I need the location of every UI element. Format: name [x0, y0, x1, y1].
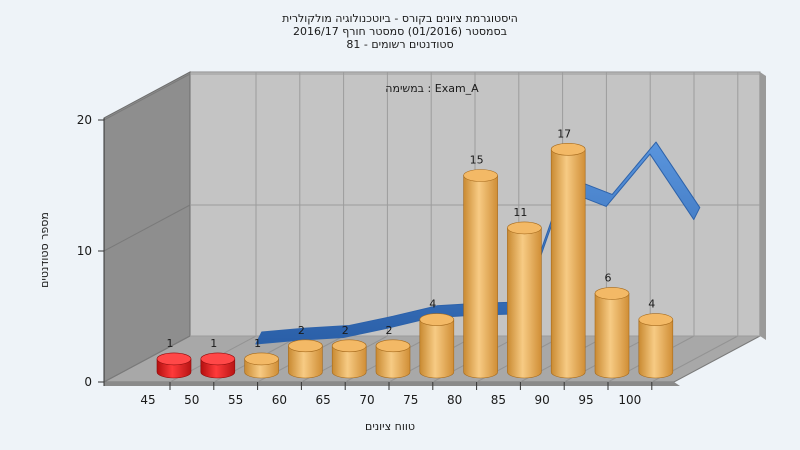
bar-cap [200, 352, 236, 366]
chart-title-line-3: סטודנטים רשומים - 81 [346, 38, 453, 51]
bar-cap [156, 352, 192, 366]
y-axis-title: מספר סטודנטים [38, 212, 51, 288]
bar [550, 143, 586, 379]
y-tick-label: 10 [77, 244, 92, 258]
bar [594, 287, 630, 379]
distribution-curve-layer [255, 141, 701, 345]
x-axis-title: טווח ציונים [365, 420, 415, 433]
bar [463, 169, 498, 379]
chart-title-line-1: היסטוגרמת ציונים בקורס - ביוטכנולוגיה מו… [282, 12, 518, 25]
bar-value-label: 15 [470, 154, 484, 167]
bar [288, 339, 323, 379]
bar-value-label: 4 [648, 298, 655, 311]
bar-value-label: 17 [557, 127, 571, 140]
x-tick-label: 75 [403, 393, 418, 407]
y-tick-label: 20 [77, 113, 92, 127]
tick-layer: 0 10 20 45 50 55 60 65 70 75 80 85 90 95 100 [77, 113, 653, 407]
bar-cap [463, 169, 498, 182]
bar-cap [507, 221, 542, 235]
bar [200, 352, 236, 379]
bar-cap [331, 339, 367, 353]
bar [507, 221, 542, 379]
bar-body [288, 345, 323, 379]
bar-cap [419, 313, 455, 326]
bar-cap [375, 339, 411, 353]
plot-right-frame [760, 72, 766, 340]
bar-cap [594, 287, 630, 300]
bar-cap [638, 313, 674, 326]
bar-cap [244, 352, 279, 366]
side-grid-line [103, 335, 191, 383]
plot-bottom-frame [104, 382, 680, 386]
x-tick-label: 70 [359, 393, 374, 407]
bar-value-label: 4 [429, 298, 436, 311]
bar-value-label: 6 [605, 271, 612, 284]
x-tick-label: 60 [272, 393, 287, 407]
plot-side-wall [103, 71, 191, 383]
bar [331, 339, 367, 379]
bar-layer [156, 143, 674, 379]
bar-body [331, 345, 367, 379]
bar-body [638, 319, 674, 379]
bar-cap [288, 339, 323, 353]
assignment-annotation: במשימה : Exam_A [385, 82, 479, 95]
bar-body [419, 319, 455, 379]
bar-value-label: 2 [298, 324, 305, 337]
side-grid-line [103, 204, 191, 252]
bar-body [507, 227, 542, 379]
x-tick-label: 85 [491, 393, 506, 407]
bar-body [594, 293, 630, 379]
bar-value-label: 11 [513, 206, 527, 219]
bar [419, 313, 455, 379]
bar-value-label: 1 [167, 337, 174, 350]
x-tick-label: 55 [228, 393, 243, 407]
x-tick-label: 65 [316, 393, 331, 407]
bar [156, 352, 192, 379]
x-tick-label: 80 [447, 393, 462, 407]
bar-body [550, 149, 586, 379]
x-tick-label: 90 [535, 393, 550, 407]
y-tick-label: 0 [84, 375, 92, 389]
x-tick-label: 45 [140, 393, 155, 407]
side-grid-line [103, 73, 191, 121]
bar-value-label: 2 [386, 324, 393, 337]
bar [375, 339, 411, 379]
bar-cap [550, 143, 586, 156]
distribution-curve [255, 141, 701, 345]
x-tick-label: 100 [618, 393, 641, 407]
bar [244, 352, 279, 379]
bar-body [375, 345, 411, 379]
bar [638, 313, 674, 379]
x-tick-label: 50 [184, 393, 199, 407]
bar-value-label: 1 [210, 337, 217, 350]
bar-body [463, 175, 498, 379]
bar-value-label: 2 [342, 324, 349, 337]
x-tick-label: 95 [578, 393, 593, 407]
bar-value-label: 1 [254, 337, 261, 350]
chart-title-line-2: בסמסטר (01/2016) סמסטר חורף 2016/17 [293, 25, 507, 38]
